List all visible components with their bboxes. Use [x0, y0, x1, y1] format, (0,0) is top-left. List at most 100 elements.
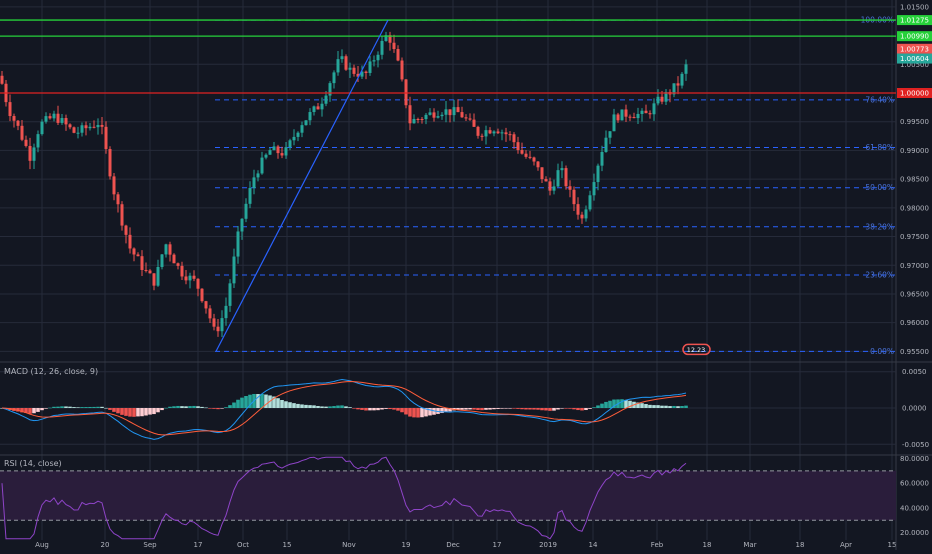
candle-down	[316, 106, 320, 110]
macd-histogram-bar	[600, 403, 604, 408]
candle-down	[532, 157, 536, 162]
y-tick-label: 1.01500	[900, 3, 929, 11]
macd-histogram-bar	[244, 395, 248, 408]
macd-histogram-bar	[640, 403, 644, 408]
candle-down	[216, 326, 220, 332]
candle-up	[652, 103, 656, 115]
macd-histogram-bar	[216, 408, 220, 410]
macd-histogram-bar	[152, 408, 156, 415]
candle-up	[156, 267, 160, 286]
macd-histogram-bar	[76, 407, 80, 408]
macd-histogram-bar	[416, 408, 420, 418]
y-tick-label: 0.98500	[900, 176, 929, 184]
y-tick-label: 0.98000	[900, 204, 929, 212]
macd-histogram-bar	[308, 405, 312, 408]
macd-histogram-bar	[656, 405, 660, 408]
macd-histogram-bar	[160, 408, 164, 411]
macd-histogram-bar	[508, 408, 512, 409]
candle-up	[240, 218, 244, 232]
candle-up	[596, 165, 600, 183]
macd-histogram-bar	[604, 401, 608, 408]
macd-histogram-bar	[592, 407, 596, 408]
candle-down	[416, 118, 420, 120]
candle-up	[248, 188, 252, 204]
candle-down	[448, 109, 452, 116]
macd-histogram-bar	[400, 408, 404, 413]
candle-up	[440, 114, 444, 117]
fib-level-label: 23.60%	[865, 271, 894, 280]
macd-histogram-bar	[348, 407, 352, 408]
candle-down	[616, 114, 620, 121]
macd-histogram-bar	[212, 408, 216, 409]
macd-histogram-bar	[32, 408, 36, 414]
x-tick-label: 18	[796, 541, 805, 549]
macd-histogram-bar	[668, 406, 672, 408]
macd-histogram-bar	[116, 408, 120, 414]
candle-up	[636, 113, 640, 119]
macd-histogram-bar	[356, 408, 360, 410]
macd-histogram-bar	[96, 406, 100, 408]
candle-up	[304, 120, 308, 126]
rsi-y-tick-label: 60.0000	[900, 480, 929, 488]
candle-down	[8, 102, 12, 117]
macd-histogram-bar	[288, 402, 292, 408]
macd-histogram-bar	[524, 408, 528, 410]
candle-down	[64, 118, 68, 125]
macd-histogram-bar	[440, 408, 444, 414]
candle-up	[500, 132, 504, 134]
candle-down	[48, 116, 52, 119]
macd-histogram-bar	[464, 408, 468, 410]
candle-up	[592, 182, 596, 196]
macd-histogram-bar	[340, 405, 344, 408]
candle-up	[640, 110, 644, 114]
macd-histogram-bar	[384, 408, 388, 409]
candle-up	[588, 195, 592, 210]
candle-down	[132, 248, 136, 255]
low-price-badge	[682, 343, 711, 356]
macd-histogram-bar	[256, 394, 260, 408]
candle-up	[308, 112, 312, 121]
macd-histogram-bar	[36, 408, 40, 412]
y-tick-label: 0.99000	[900, 147, 929, 155]
macd-histogram-bar	[352, 408, 356, 409]
macd-histogram-bar	[112, 408, 116, 412]
candle-down	[112, 176, 116, 195]
macd-histogram-bar	[680, 406, 684, 408]
y-tick-label: 1.00500	[900, 61, 929, 69]
macd-histogram-bar	[192, 405, 196, 408]
candle-up	[252, 177, 256, 189]
candle-up	[244, 203, 248, 219]
candle-up	[552, 186, 556, 191]
candle-up	[40, 121, 44, 135]
y-tick-label: 0.96000	[900, 319, 929, 327]
macd-histogram-bar	[564, 408, 568, 409]
macd-histogram-bar	[456, 408, 460, 410]
candle-down	[464, 117, 468, 119]
candle-up	[656, 96, 660, 104]
macd-histogram-bar	[172, 406, 176, 408]
candle-up	[372, 60, 376, 62]
macd-histogram-bar	[644, 404, 648, 408]
candle-down	[196, 278, 200, 289]
macd-histogram-bar	[56, 406, 60, 408]
candle-down	[388, 35, 392, 43]
candle-down	[512, 134, 516, 143]
macd-histogram-bar	[332, 406, 336, 408]
macd-histogram-bar	[424, 408, 428, 417]
macd-histogram-bar	[196, 406, 200, 408]
candle-down	[276, 146, 280, 154]
y-tick-label: 0.99500	[900, 118, 929, 126]
macd-histogram-bar	[684, 405, 688, 408]
candle-down	[100, 125, 104, 127]
candle-down	[172, 254, 176, 264]
x-tick-label: 19	[402, 541, 411, 549]
candle-up	[664, 91, 668, 102]
macd-histogram-bar	[404, 408, 408, 415]
macd-histogram-bar	[380, 408, 384, 410]
macd-y-tick-label: -0.0050	[902, 441, 929, 449]
macd-histogram-bar	[236, 399, 240, 408]
candle-down	[204, 301, 208, 309]
candle-up	[228, 283, 232, 306]
x-tick-label: 15	[888, 541, 897, 549]
